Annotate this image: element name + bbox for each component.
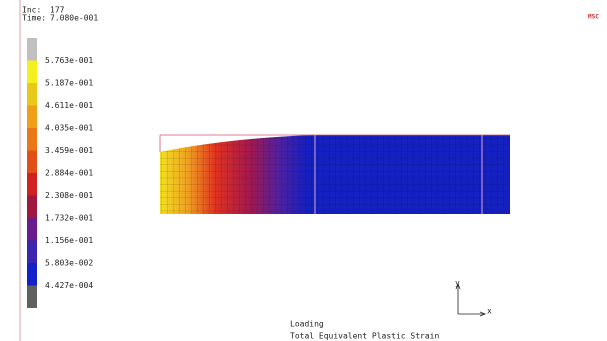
legend-label: 2.884e-001: [45, 169, 93, 178]
legend-swatch: [27, 218, 37, 241]
footer-quantity: Total Equivalent Plastic Strain: [290, 332, 439, 341]
logo: MSC: [588, 14, 599, 21]
legend-label: 5.803e-002: [45, 259, 93, 268]
legend-swatch: [27, 286, 37, 309]
mesh: [160, 135, 510, 214]
legend-swatch: [27, 83, 37, 106]
legend-label: 4.611e-001: [45, 101, 93, 110]
time-value: 7.080e-001: [50, 14, 98, 23]
triad-y: y: [455, 279, 460, 288]
legend-swatch: [27, 263, 37, 286]
axis-triad: [456, 284, 485, 316]
legend-swatch: [27, 151, 37, 174]
result-viewport: Inc: 177 Time: 7.080e-001 MSC 5.763e-001…: [0, 0, 607, 341]
legend-swatch: [27, 128, 37, 151]
footer-job: Loading: [290, 320, 324, 329]
legend-swatch: [27, 106, 37, 129]
legend-label: 5.763e-001: [45, 56, 93, 65]
legend-swatch: [27, 38, 37, 61]
legend-swatch: [27, 241, 37, 264]
legend-label: 4.427e-004: [45, 281, 93, 290]
legend-label: 1.156e-001: [45, 236, 93, 245]
legend-label: 2.308e-001: [45, 191, 93, 200]
legend: 5.763e-001 5.187e-001 4.611e-001 4.035e-001…: [27, 38, 93, 308]
legend-swatch: [27, 61, 37, 84]
legend-label: 4.035e-001: [45, 124, 93, 133]
legend-label: 5.187e-001: [45, 79, 93, 88]
triad-x: x: [487, 307, 492, 316]
legend-swatch: [27, 173, 37, 196]
legend-label: 1.732e-001: [45, 214, 93, 223]
legend-label: 3.459e-001: [45, 146, 93, 155]
time-label: Time:: [22, 14, 46, 23]
legend-swatch: [27, 196, 37, 219]
